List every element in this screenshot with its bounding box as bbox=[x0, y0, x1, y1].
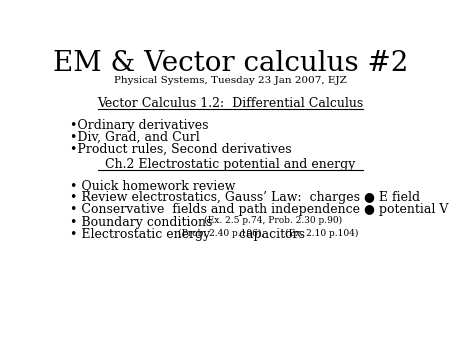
Text: • Quick homework review: • Quick homework review bbox=[70, 179, 236, 192]
Text: Physical Systems, Tuesday 23 Jan 2007, EJZ: Physical Systems, Tuesday 23 Jan 2007, E… bbox=[114, 76, 347, 86]
Text: EM & Vector calculus #2: EM & Vector calculus #2 bbox=[53, 50, 408, 77]
Text: • Conservative  fields and path independence ● potential V: • Conservative fields and path independe… bbox=[70, 203, 449, 216]
Text: •Div, Grad, and Curl: •Div, Grad, and Curl bbox=[70, 131, 200, 144]
Text: • Boundary conditions: • Boundary conditions bbox=[70, 216, 216, 229]
Text: Vector Calculus 1.2:  Differential Calculus: Vector Calculus 1.2: Differential Calcul… bbox=[98, 97, 364, 110]
Text: • Electrostatic energy: • Electrostatic energy bbox=[70, 228, 215, 241]
Text: Ch.2 Electrostatic potential and energy: Ch.2 Electrostatic potential and energy bbox=[105, 158, 356, 171]
Text: (Ex. 2.10 p.104): (Ex. 2.10 p.104) bbox=[285, 228, 358, 238]
Text: •Product rules, Second derivatives: •Product rules, Second derivatives bbox=[70, 143, 292, 156]
Text: (Ex. 2.5 p.74, Prob. 2.30 p.90): (Ex. 2.5 p.74, Prob. 2.30 p.90) bbox=[204, 216, 342, 225]
Text: (Prob. 2.40 p.106),: (Prob. 2.40 p.106), bbox=[178, 228, 267, 238]
Text: capacitors: capacitors bbox=[239, 228, 309, 241]
Text: •Ordinary derivatives: •Ordinary derivatives bbox=[70, 119, 209, 131]
Text: • Review electrostatics, Gauss’ Law:  charges ● E field: • Review electrostatics, Gauss’ Law: cha… bbox=[70, 191, 420, 204]
